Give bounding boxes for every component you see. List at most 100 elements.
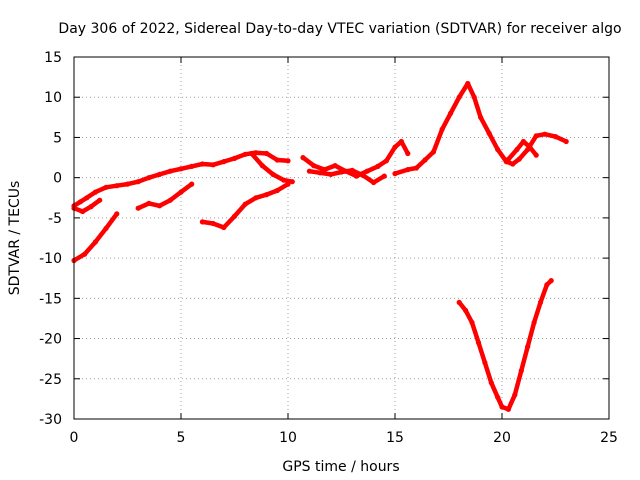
data-point <box>448 110 454 116</box>
data-point <box>199 219 205 225</box>
data-point <box>413 165 419 171</box>
x-axis-label: GPS time / hours <box>282 459 399 475</box>
data-point <box>157 203 163 209</box>
data-point <box>520 138 527 145</box>
data-point <box>178 166 184 172</box>
data-point <box>321 167 327 173</box>
data-point <box>381 173 387 179</box>
data-point <box>510 161 516 167</box>
data-point <box>360 172 366 178</box>
data-point <box>430 149 437 155</box>
x-tick-labels: 0 5 10 15 20 25 <box>70 430 618 446</box>
data-point <box>189 163 195 169</box>
data-point <box>456 94 462 100</box>
x-tick-label: 25 <box>600 430 618 446</box>
data-point <box>533 133 539 139</box>
data-point <box>199 161 205 167</box>
data-point <box>135 179 141 185</box>
data-point <box>253 195 259 201</box>
data-point <box>306 168 312 174</box>
x-tick-label: 5 <box>177 430 186 446</box>
data-point <box>392 144 398 150</box>
data-point <box>77 199 83 205</box>
data-point <box>531 319 537 326</box>
data-point <box>364 168 370 174</box>
data-point <box>505 406 511 412</box>
data-point <box>317 170 323 176</box>
data-point <box>210 162 216 168</box>
data-series <box>71 80 569 412</box>
series-loop-segment <box>71 197 102 214</box>
data-point <box>82 251 88 257</box>
data-point <box>398 138 404 145</box>
data-point <box>338 169 345 175</box>
y-tick-label: -5 <box>48 211 62 227</box>
data-point <box>482 360 488 366</box>
data-point <box>178 189 184 195</box>
data-point <box>463 307 469 313</box>
data-point <box>527 144 533 150</box>
data-point <box>135 205 141 211</box>
data-point <box>405 150 411 157</box>
data-point <box>84 195 90 201</box>
data-point <box>544 282 550 288</box>
data-point <box>189 181 195 187</box>
data-point <box>488 380 494 386</box>
data-point <box>103 184 109 190</box>
data-point <box>499 404 505 410</box>
y-axis-label: SDTVAR / TECUs <box>7 181 23 296</box>
data-point <box>231 213 238 219</box>
data-point <box>242 151 248 157</box>
y-tick-label: -20 <box>39 332 62 348</box>
data-point <box>285 158 291 164</box>
data-point <box>92 239 98 245</box>
data-point <box>505 156 511 162</box>
data-point <box>242 201 248 207</box>
data-point <box>221 224 227 231</box>
y-tick-label: 0 <box>53 171 62 187</box>
data-point <box>486 130 492 136</box>
data-point <box>563 138 569 145</box>
data-point <box>512 392 518 398</box>
data-point <box>514 146 520 153</box>
y-tick-labels: -30 -25 -20 -15 -10 -5 0 5 10 15 <box>39 50 62 428</box>
data-point <box>167 197 173 203</box>
data-point <box>221 159 227 165</box>
data-point <box>548 278 554 284</box>
x-tick-label: 15 <box>386 430 404 446</box>
data-point <box>469 319 475 326</box>
data-point <box>456 299 462 305</box>
data-point <box>478 114 484 120</box>
data-point <box>371 179 377 186</box>
data-point <box>259 163 265 169</box>
data-point <box>264 150 270 157</box>
data-point <box>146 200 152 206</box>
data-point <box>114 183 120 189</box>
y-tick-label: -25 <box>39 372 62 388</box>
data-point <box>537 299 544 305</box>
y-tick-label: -30 <box>39 412 62 428</box>
data-point <box>471 94 477 100</box>
data-point <box>249 150 255 157</box>
series-afternoon-rise <box>392 81 569 176</box>
data-point <box>405 167 411 173</box>
data-point <box>311 163 317 169</box>
data-point <box>495 394 501 400</box>
grid-lines <box>74 57 609 419</box>
data-point <box>495 146 501 153</box>
data-point <box>383 158 389 164</box>
data-point <box>375 163 381 169</box>
plot-frame <box>73 56 610 420</box>
data-point <box>465 80 471 87</box>
data-point <box>300 155 306 161</box>
series-early-rise <box>71 211 120 263</box>
data-point <box>274 187 280 194</box>
data-point <box>231 155 238 161</box>
data-point <box>270 171 276 177</box>
data-point <box>97 197 103 203</box>
data-point <box>349 167 355 173</box>
data-point <box>475 340 482 346</box>
data-point <box>525 344 531 350</box>
data-point <box>392 171 398 177</box>
data-point <box>422 157 428 163</box>
